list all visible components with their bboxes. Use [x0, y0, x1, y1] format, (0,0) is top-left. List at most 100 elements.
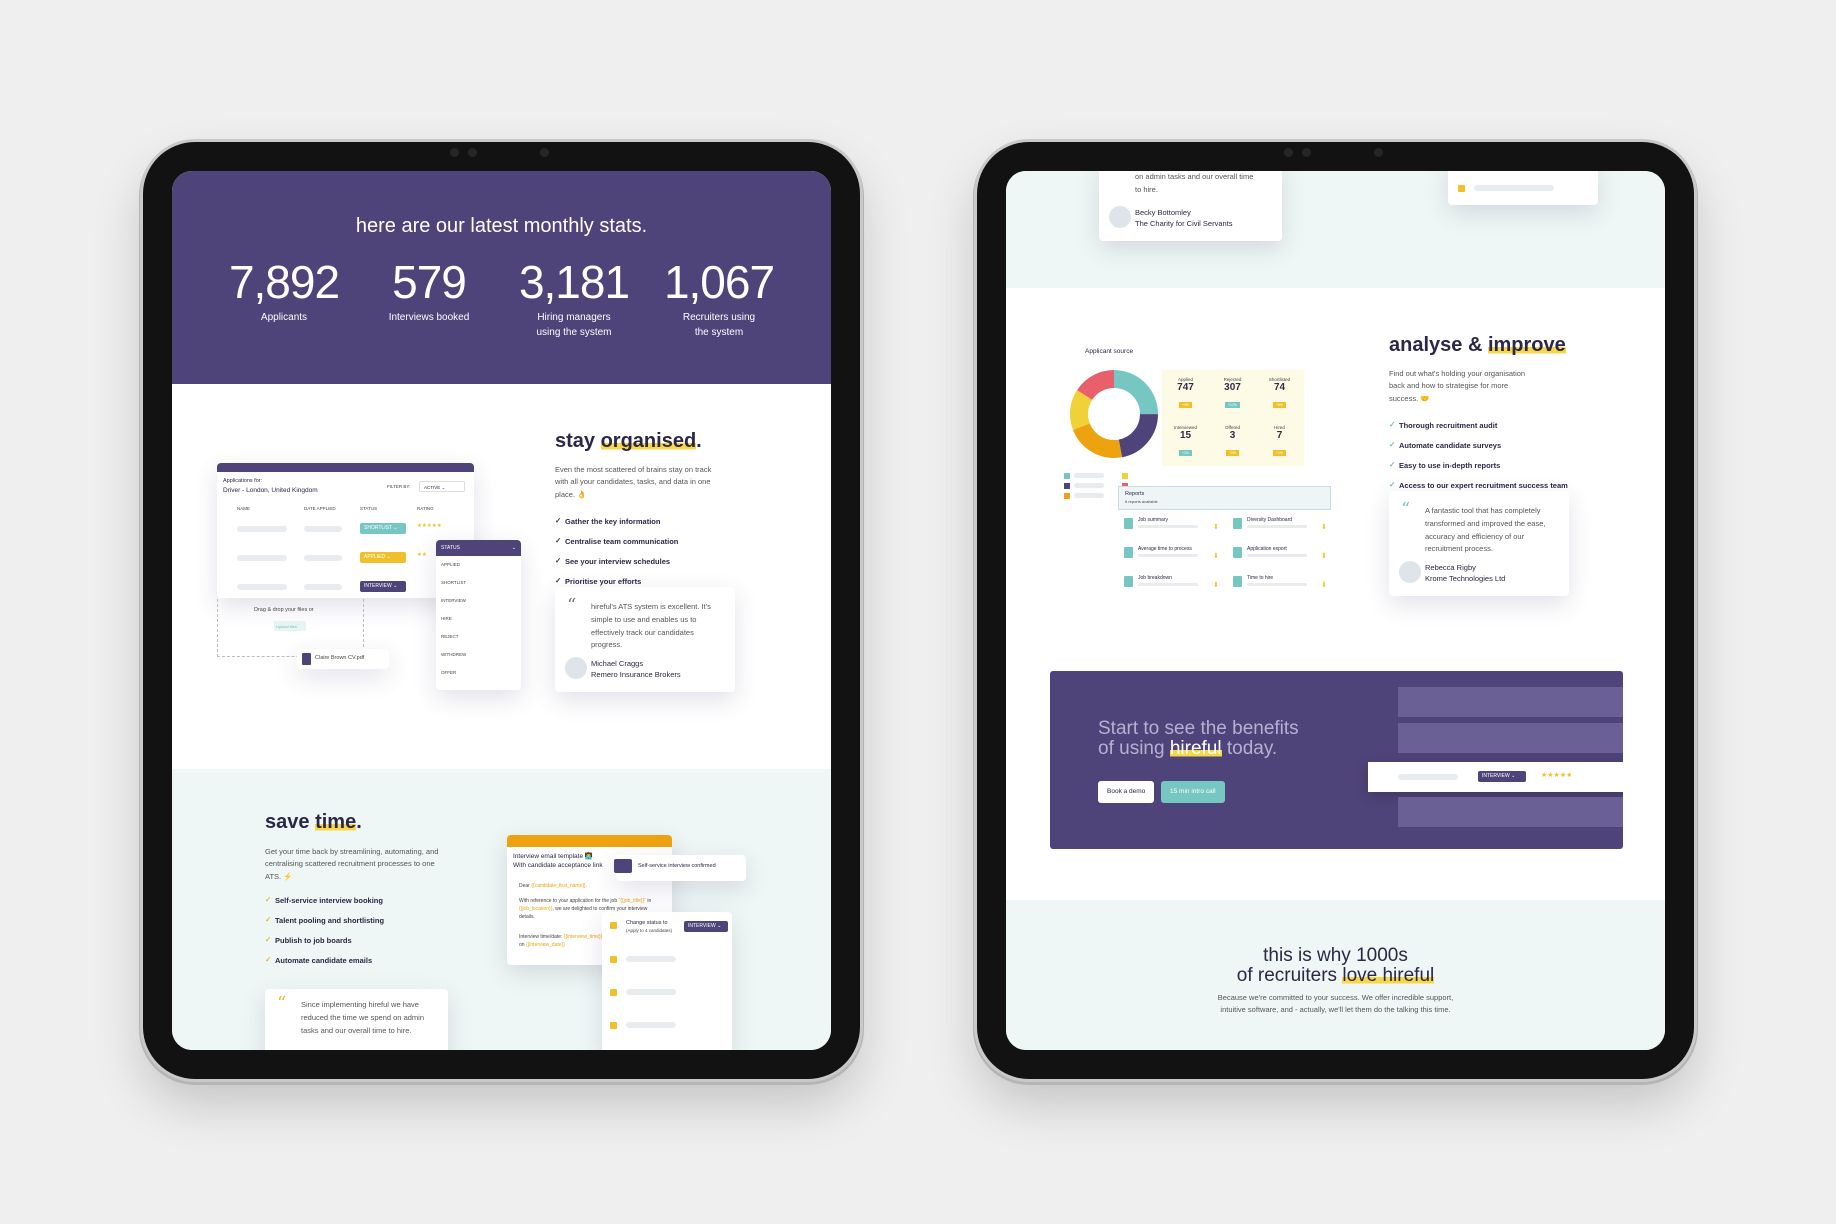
status-dropdown-header[interactable]: STATUS ⌄ — [436, 540, 521, 556]
change-status-label: Change status to — [626, 920, 668, 926]
status-option[interactable]: OFFER — [441, 670, 457, 675]
download-icon[interactable]: ⬇ — [1213, 553, 1219, 560]
status-option[interactable]: HIRE — [441, 616, 452, 621]
envelope-icon — [614, 859, 632, 873]
applications-title: Applications for: — [223, 478, 263, 484]
right-screen: on admin tasks and our overall time to h… — [1006, 171, 1665, 1050]
bullet: See your interview schedules — [555, 556, 678, 566]
quote-text: A fantastic tool that has completely tra… — [1425, 506, 1546, 554]
cta-row-ghost — [1398, 797, 1623, 827]
col-date: DATE APPLIED — [304, 506, 336, 511]
report-bar — [1138, 554, 1198, 557]
cta-row-highlighted: INTERVIEW ⌄ ★★★★★ — [1368, 762, 1623, 792]
checkbox[interactable] — [610, 922, 617, 929]
legend-bar — [1074, 473, 1104, 478]
checkbox[interactable] — [610, 956, 617, 963]
status-pill-applied[interactable]: APPLIED ⌄ — [360, 552, 406, 563]
rating-stars: ★★ — [417, 552, 427, 558]
status-option[interactable]: WITHDREW — [441, 652, 467, 657]
row-placeholder — [626, 989, 676, 995]
interview-status-pill[interactable]: INTERVIEW ⌄ — [684, 921, 728, 932]
avatar — [1399, 561, 1421, 583]
tile-rejected: Rejected 307 +12% — [1223, 377, 1242, 408]
bullet: Automate candidate surveys — [1389, 440, 1568, 450]
checkbox[interactable] — [1458, 185, 1465, 192]
cta-banner: Start to see the benefits of using hiref… — [1050, 671, 1623, 849]
legend-bar — [1074, 483, 1104, 488]
table-row — [304, 526, 342, 532]
report-item[interactable]: Application export — [1247, 546, 1287, 552]
stat-interviews: 579 Interviews booked — [354, 259, 504, 326]
camera-dot — [1374, 148, 1383, 157]
stat-tiles: Applied 747 +4% Rejected 307 +12% Shortl… — [1162, 370, 1304, 466]
bullet: Centralise team communication — [555, 536, 678, 546]
stat-applicants: 7,892 Applicants — [209, 259, 359, 326]
report-item[interactable]: Job summary — [1138, 517, 1169, 523]
download-icon[interactable]: ⬇ — [1213, 524, 1219, 531]
upload-button[interactable]: Upload files — [274, 621, 306, 631]
stat-number: 579 — [392, 256, 467, 308]
quote-author: Michael Craggs Remero Insurance Brokers — [591, 659, 681, 680]
legend-swatch — [1122, 473, 1128, 479]
report-file-icon — [1233, 518, 1242, 529]
camera-dot — [1284, 148, 1293, 157]
download-icon[interactable]: ⬇ — [1321, 582, 1327, 589]
status-pill-shortlist[interactable]: SHORTLIST ⌄ — [360, 523, 406, 534]
savetime-desc: Get your time back by streamlining, auto… — [265, 847, 439, 881]
status-option[interactable]: INTERVIEW — [441, 598, 466, 603]
quote-text: hireful's ATS system is excellent. It's … — [591, 602, 711, 650]
tile-hired: Hired 7 +1% — [1272, 425, 1287, 456]
donut-legend — [1064, 473, 1128, 513]
bullet: Self-service interview booking — [265, 895, 384, 905]
status-pill-interview[interactable]: INTERVIEW ⌄ — [360, 581, 406, 592]
interview-status-pill[interactable]: INTERVIEW ⌄ — [1478, 771, 1526, 782]
quote-author: Rebecca Rigby Krome Technologies Ltd — [1425, 563, 1506, 584]
filter-select[interactable]: ACTIVE ⌄ — [419, 481, 465, 492]
book-demo-button[interactable]: Book a demo — [1098, 781, 1155, 803]
report-bar — [1247, 525, 1307, 528]
analyse-section: analyse & improve Find out what's holdin… — [1006, 288, 1665, 849]
checkbox[interactable] — [610, 989, 617, 996]
report-item[interactable]: Diversity Dashboard — [1247, 517, 1293, 523]
report-item[interactable]: Job breakdown — [1138, 575, 1172, 581]
download-icon[interactable]: ⬇ — [1213, 582, 1219, 589]
right-tablet: on admin tasks and our overall time to h… — [977, 142, 1694, 1079]
testimonial-card: on admin tasks and our overall time to h… — [1099, 171, 1282, 241]
quote-text: Since implementing hireful we have reduc… — [301, 1000, 424, 1035]
table-row — [237, 555, 287, 561]
rating-stars: ★★★★★ — [417, 523, 442, 529]
donut-segment-2 — [1070, 370, 1158, 458]
card-header-bar — [507, 835, 672, 847]
status-option[interactable]: APPLIED — [441, 562, 461, 567]
bullet: Access to our expert recruitment success… — [1389, 480, 1568, 490]
status-dropdown[interactable]: STATUS ⌄ APPLIED SHORTLIST INTERVIEW HIRE… — [436, 540, 521, 690]
testimonial-card: “ hireful's ATS system is excellent. It'… — [555, 587, 735, 692]
legend-swatch — [1064, 473, 1070, 479]
rating-stars: ★★★★★ — [1541, 772, 1573, 779]
intro-call-button[interactable]: 15 min intro call — [1161, 781, 1225, 803]
bullet: Thorough recruitment audit — [1389, 420, 1568, 430]
col-rating: RATING — [417, 506, 434, 511]
stats-title: here are our latest monthly stats. — [355, 215, 648, 237]
legend-swatch — [1064, 483, 1070, 489]
testimonial-card: “ Since implementing hireful we have red… — [265, 989, 448, 1050]
table-row — [237, 526, 287, 532]
camera-dot — [468, 148, 477, 157]
status-option[interactable]: REJECT — [441, 634, 459, 639]
email-title: Interview email template 👨‍💻 — [513, 853, 593, 860]
panel-header-bar — [217, 463, 474, 472]
report-item[interactable]: Time to hire — [1247, 575, 1274, 581]
table-row — [237, 584, 287, 590]
report-item[interactable]: Average time to process — [1138, 546, 1192, 552]
download-icon[interactable]: ⬇ — [1321, 553, 1327, 560]
avatar — [1109, 206, 1131, 228]
checkbox[interactable] — [610, 1022, 617, 1029]
stat-hiring-managers: 3,181 Hiring managers using the system — [499, 259, 649, 340]
status-option[interactable]: SHORTLIST — [441, 580, 467, 585]
legend-bar — [1074, 493, 1104, 498]
applications-panel: Applications for: Driver - London, Unite… — [217, 463, 474, 598]
download-icon[interactable]: ⬇ — [1321, 524, 1327, 531]
dropzone[interactable]: Drag & drop your files or Upload files — [217, 599, 364, 657]
confirmation-text: Self-service interview confirmed — [638, 863, 716, 869]
bullet: Easy to use in-depth reports — [1389, 460, 1568, 470]
